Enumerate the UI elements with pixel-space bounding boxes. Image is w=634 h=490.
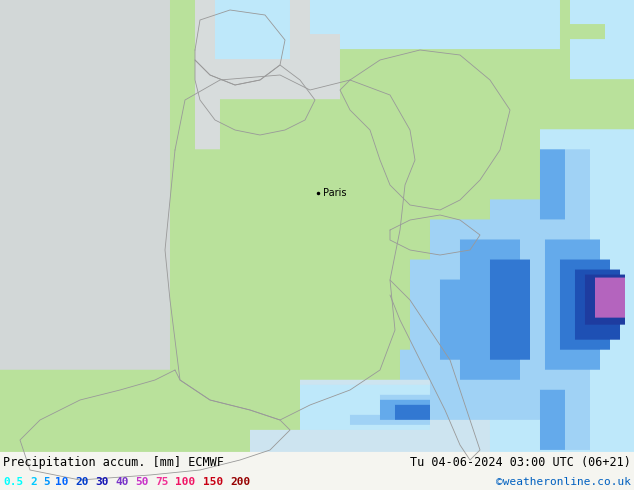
Text: 10: 10 (56, 477, 69, 487)
Text: Tu 04-06-2024 03:00 UTC (06+21): Tu 04-06-2024 03:00 UTC (06+21) (410, 456, 631, 469)
Text: 20: 20 (75, 477, 89, 487)
Text: 5: 5 (43, 477, 49, 487)
Text: 75: 75 (155, 477, 169, 487)
Text: 0.5: 0.5 (3, 477, 23, 487)
Text: 150: 150 (203, 477, 223, 487)
Text: 200: 200 (231, 477, 251, 487)
Text: 50: 50 (136, 477, 149, 487)
Text: Paris: Paris (323, 188, 347, 198)
Text: Precipitation accum. [mm] ECMWF: Precipitation accum. [mm] ECMWF (3, 456, 224, 469)
Text: ©weatheronline.co.uk: ©weatheronline.co.uk (496, 477, 631, 487)
Text: 30: 30 (96, 477, 109, 487)
Text: 2: 2 (30, 477, 37, 487)
Text: 100: 100 (176, 477, 196, 487)
Text: 40: 40 (115, 477, 129, 487)
